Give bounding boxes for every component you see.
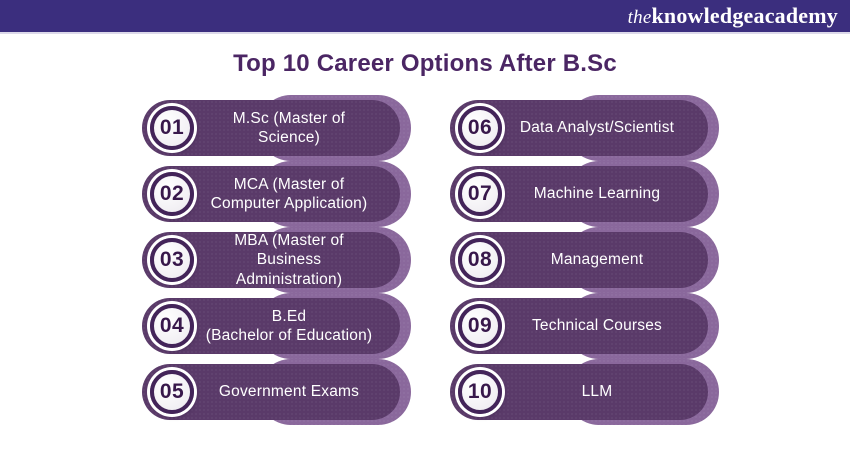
rank-badge: 07 xyxy=(458,172,502,216)
pill-body: 05 Government Exams xyxy=(142,364,400,420)
rank-badge: 03 xyxy=(150,238,194,282)
rank-badge: 10 xyxy=(458,370,502,414)
logo-knowledge: knowledge xyxy=(651,3,754,28)
pill-body: 02 MCA (Master of Computer Application) xyxy=(142,166,400,222)
pill-label: M.Sc (Master of Science) xyxy=(232,109,346,146)
logo-academy: academy xyxy=(753,3,838,28)
rank-number: 04 xyxy=(159,314,185,337)
career-option-10: 10 LLM xyxy=(450,359,719,425)
page-title: Top 10 Career Options After B.Sc xyxy=(233,50,617,77)
rank-number: 01 xyxy=(159,116,185,139)
logo-the: the xyxy=(627,7,652,28)
pill-body: 06 Data Analyst/Scientist xyxy=(450,100,708,156)
pill-body: 10 LLM xyxy=(450,364,708,420)
rank-badge: 08 xyxy=(458,238,502,282)
rank-badge: 04 xyxy=(150,304,194,348)
rank-badge: 02 xyxy=(150,172,194,216)
rank-number: 05 xyxy=(159,380,185,403)
career-option-8: 08 Management xyxy=(450,227,719,293)
pill-label: Management xyxy=(550,251,644,269)
rank-number: 07 xyxy=(467,182,493,205)
options-grid: 01 M.Sc (Master of Science) 02 MCA (Mast… xyxy=(142,95,719,425)
rank-number: 08 xyxy=(467,248,493,271)
rank-number: 09 xyxy=(467,314,493,337)
pill-label: MBA (Master of Business Administration) xyxy=(234,231,344,288)
pill-label: B.Ed (Bachelor of Education) xyxy=(205,307,373,344)
career-option-6: 06 Data Analyst/Scientist xyxy=(450,95,719,161)
pill-label: Technical Courses xyxy=(531,317,663,335)
brand-logo: theknowledgeacademy xyxy=(627,3,838,28)
pill-body: 03 MBA (Master of Business Administratio… xyxy=(142,232,400,288)
pill-label: LLM xyxy=(581,383,613,401)
rank-badge: 01 xyxy=(150,106,194,150)
career-option-2: 02 MCA (Master of Computer Application) xyxy=(142,161,411,227)
career-option-3: 03 MBA (Master of Business Administratio… xyxy=(142,227,411,293)
rank-number: 06 xyxy=(467,116,493,139)
rank-number: 02 xyxy=(159,182,185,205)
career-option-9: 09 Technical Courses xyxy=(450,293,719,359)
pill-label: Machine Learning xyxy=(533,185,661,203)
pill-label: Data Analyst/Scientist xyxy=(519,119,675,137)
pill-body: 04 B.Ed (Bachelor of Education) xyxy=(142,298,400,354)
career-option-5: 05 Government Exams xyxy=(142,359,411,425)
pill-body: 01 M.Sc (Master of Science) xyxy=(142,100,400,156)
column-left: 01 M.Sc (Master of Science) 02 MCA (Mast… xyxy=(142,95,411,425)
pill-label: MCA (Master of Computer Application) xyxy=(210,175,368,212)
rank-badge: 09 xyxy=(458,304,502,348)
rank-number: 03 xyxy=(159,248,185,271)
rank-badge: 06 xyxy=(458,106,502,150)
column-right: 06 Data Analyst/Scientist 07 Machine Lea… xyxy=(450,95,719,425)
header-bar: theknowledgeacademy xyxy=(0,0,850,34)
rank-badge: 05 xyxy=(150,370,194,414)
career-option-1: 01 M.Sc (Master of Science) xyxy=(142,95,411,161)
career-option-4: 04 B.Ed (Bachelor of Education) xyxy=(142,293,411,359)
pill-body: 07 Machine Learning xyxy=(450,166,708,222)
pill-body: 09 Technical Courses xyxy=(450,298,708,354)
pill-label: Government Exams xyxy=(218,383,360,401)
pill-body: 08 Management xyxy=(450,232,708,288)
career-option-7: 07 Machine Learning xyxy=(450,161,719,227)
rank-number: 10 xyxy=(467,380,493,403)
